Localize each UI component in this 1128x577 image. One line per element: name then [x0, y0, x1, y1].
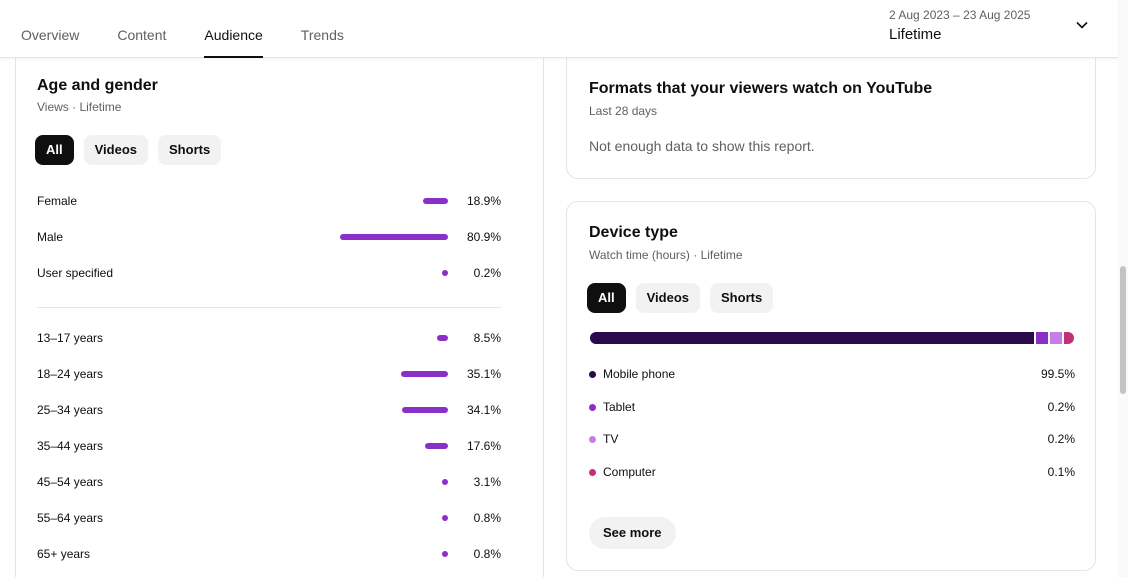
breakdown-row: 18–24 years 35.1% [37, 365, 501, 385]
breakdown-row: 35–44 years 17.6% [37, 437, 501, 457]
row-value: 3.1% [473, 475, 501, 489]
row-bar [402, 407, 448, 413]
row-label: 25–34 years [37, 403, 104, 417]
chip-videos[interactable]: Videos [635, 283, 701, 313]
row-value: 18.9% [466, 194, 501, 208]
row-bar [442, 270, 448, 276]
chip-shorts[interactable]: Shorts [158, 135, 222, 165]
scrollbar-thumb[interactable] [1120, 266, 1126, 394]
breakdown-row: User specified 0.2% [37, 264, 501, 284]
date-range-text: 2 Aug 2023 – 23 Aug 2025 [889, 8, 1031, 22]
device-stacked-bar [590, 332, 1074, 344]
chevron-down-icon [1076, 21, 1088, 29]
tab-trends[interactable]: Trends [300, 27, 344, 43]
row-label: 65+ years [37, 547, 91, 561]
row-label: 35–44 years [37, 439, 104, 453]
device-legend-row: Computer 0.1% [589, 463, 1075, 481]
breakdown-row: 45–54 years 3.1% [37, 473, 501, 493]
tab-content[interactable]: Content [117, 27, 167, 43]
row-label: Female [37, 194, 78, 208]
legend-value: 0.1% [1047, 464, 1075, 479]
row-bar [401, 371, 448, 377]
row-bar [436, 335, 448, 341]
formats-subtitle: Last 28 days [589, 104, 658, 118]
legend-value: 0.2% [1047, 399, 1075, 414]
row-value: 0.8% [473, 547, 501, 561]
device-title: Device type [589, 224, 678, 241]
formats-title: Formats that your viewers watch on YouTu… [589, 80, 933, 97]
age-gender-title: Age and gender [37, 77, 158, 94]
device-type-card: Device type Watch time (hours) · Lifetim… [566, 201, 1096, 571]
row-bar [422, 198, 448, 204]
date-range-value: Lifetime [889, 26, 942, 43]
chip-shorts[interactable]: Shorts [710, 283, 774, 313]
see-more-button[interactable]: See more [589, 517, 676, 549]
row-bar [442, 479, 448, 485]
breakdown-row: 13–17 years 8.5% [37, 329, 501, 349]
row-label: User specified [37, 266, 114, 280]
row-value: 17.6% [466, 439, 501, 453]
breakdown-row: 25–34 years 34.1% [37, 401, 501, 421]
chip-videos[interactable]: Videos [83, 135, 149, 165]
age-gender-card: Age and gender Views · Lifetime All Vide… [15, 40, 544, 577]
row-bar [442, 515, 448, 521]
date-range-picker[interactable]: 2 Aug 2023 – 23 Aug 2025 Lifetime [889, 8, 1099, 48]
analytics-header: Overview Content Audience Trends 2 Aug 2… [0, 0, 1118, 58]
row-label: 55–64 years [37, 511, 104, 525]
breakdown-row: 55–64 years 0.8% [37, 509, 501, 529]
row-value: 0.2% [473, 266, 501, 280]
device-legend-row: Tablet 0.2% [589, 398, 1075, 416]
device-legend-row: TV 0.2% [589, 430, 1075, 448]
device-filter-chips: All Videos Shorts [587, 283, 774, 313]
chip-all[interactable]: All [587, 283, 626, 313]
row-bar [424, 443, 448, 449]
device-bar-segment [1036, 332, 1048, 344]
legend-dot-icon [589, 403, 596, 411]
row-label: 18–24 years [37, 367, 104, 381]
row-value: 8.5% [473, 331, 501, 345]
breakdown-row: 65+ years 0.8% [37, 545, 501, 565]
age-gender-filter-chips: All Videos Shorts [35, 135, 222, 165]
legend-value: 0.2% [1047, 432, 1075, 446]
row-value: 34.1% [466, 403, 501, 417]
device-bar-segment [1064, 332, 1074, 344]
row-label: 45–54 years [37, 475, 104, 489]
legend-dot-icon [589, 436, 596, 443]
chip-all[interactable]: All [35, 135, 74, 165]
legend-value: 99.5% [1040, 367, 1075, 381]
row-value: 80.9% [466, 230, 501, 244]
divider [37, 307, 501, 308]
legend-label: Mobile phone [603, 367, 676, 381]
device-bar-segment [590, 332, 1034, 344]
row-bar [340, 234, 448, 240]
legend-label: TV [603, 432, 619, 446]
row-label: 13–17 years [37, 331, 104, 345]
age-gender-subtitle: Views · Lifetime [37, 100, 122, 114]
row-value: 35.1% [466, 367, 501, 381]
device-legend-row: Mobile phone 99.5% [589, 365, 1075, 383]
device-bar-segment [1050, 332, 1062, 344]
breakdown-row: Male 80.9% [37, 228, 501, 248]
tab-audience[interactable]: Audience [204, 0, 264, 58]
formats-card: Formats that your viewers watch on YouTu… [566, 40, 1096, 179]
row-value: 0.8% [473, 511, 501, 525]
tab-overview[interactable]: Overview [21, 27, 80, 43]
row-label: Male [37, 230, 64, 244]
legend-dot-icon [589, 371, 596, 378]
legend-dot-icon [589, 468, 596, 476]
legend-label: Tablet [603, 399, 636, 414]
device-subtitle: Watch time (hours) · Lifetime [589, 248, 743, 262]
legend-label: Computer [603, 464, 656, 479]
breakdown-row: Female 18.9% [37, 192, 501, 212]
formats-empty-note: Not enough data to show this report. [589, 138, 815, 154]
row-bar [442, 551, 448, 557]
tab-bar: Overview Content Audience Trends [21, 0, 382, 58]
